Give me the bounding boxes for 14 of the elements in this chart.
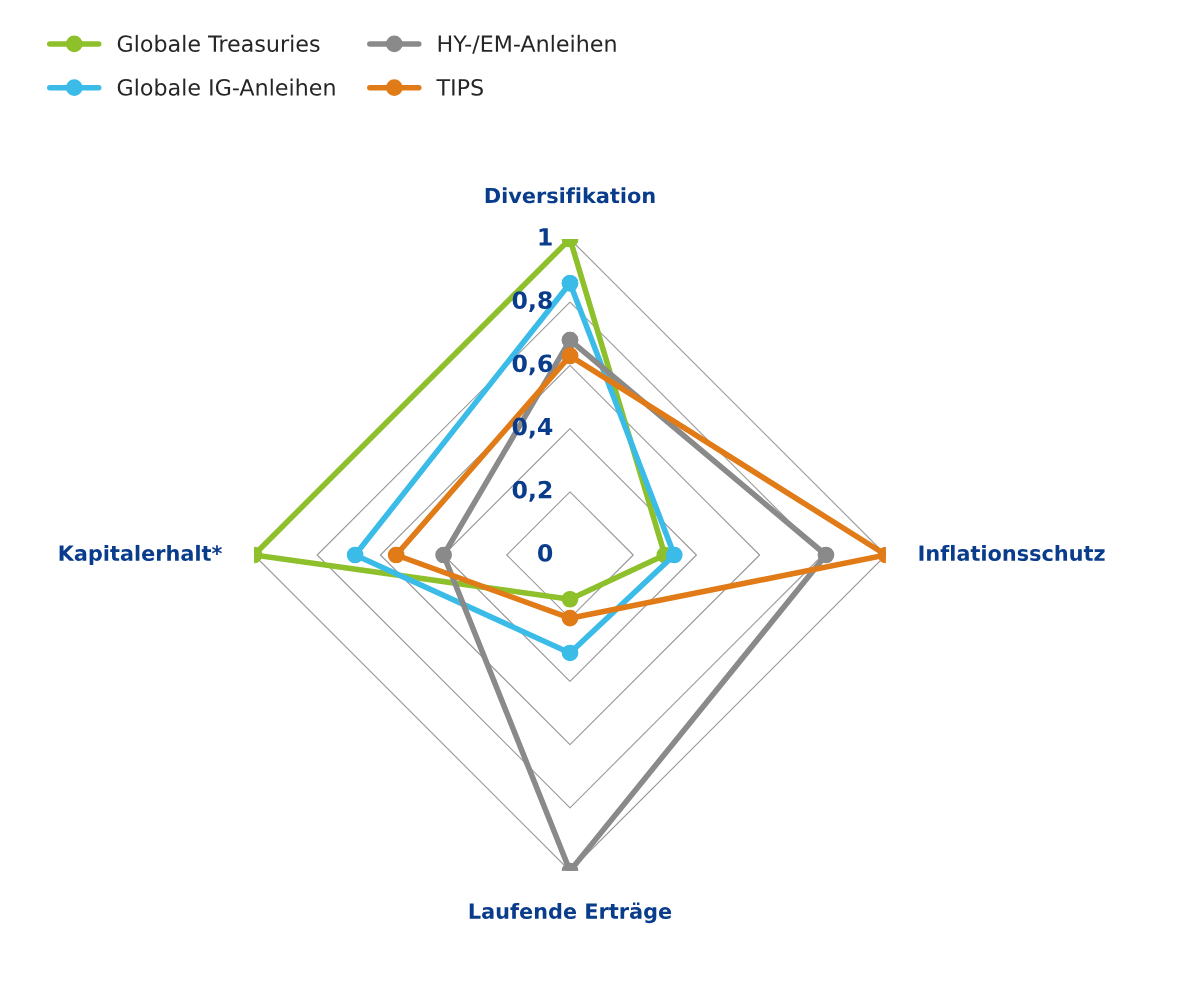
- y-tick-label: 0,4: [512, 417, 553, 439]
- y-tick-label: 0,8: [512, 291, 552, 313]
- legend-label: HY-/EM-Anleihen: [438, 34, 616, 54]
- legend-label: Globale Treasuries: [117, 34, 320, 53]
- legend-label: Globale IG-Anleihen: [117, 78, 335, 96]
- spoke-label: Inflationsschutz: [919, 544, 1105, 562]
- spoke-label: Diversifikation: [485, 187, 655, 204]
- y-tick-label: 0,6: [512, 354, 553, 376]
- y-tick-label: 1: [539, 228, 552, 246]
- legend-label: TIPS: [436, 78, 483, 96]
- spoke-label: Laufende Erträge: [469, 902, 672, 924]
- spoke-label: Kapitalerhalt*: [59, 544, 222, 566]
- y-tick-label: 0,2: [512, 480, 552, 502]
- y-tick-label: 0: [538, 543, 553, 562]
